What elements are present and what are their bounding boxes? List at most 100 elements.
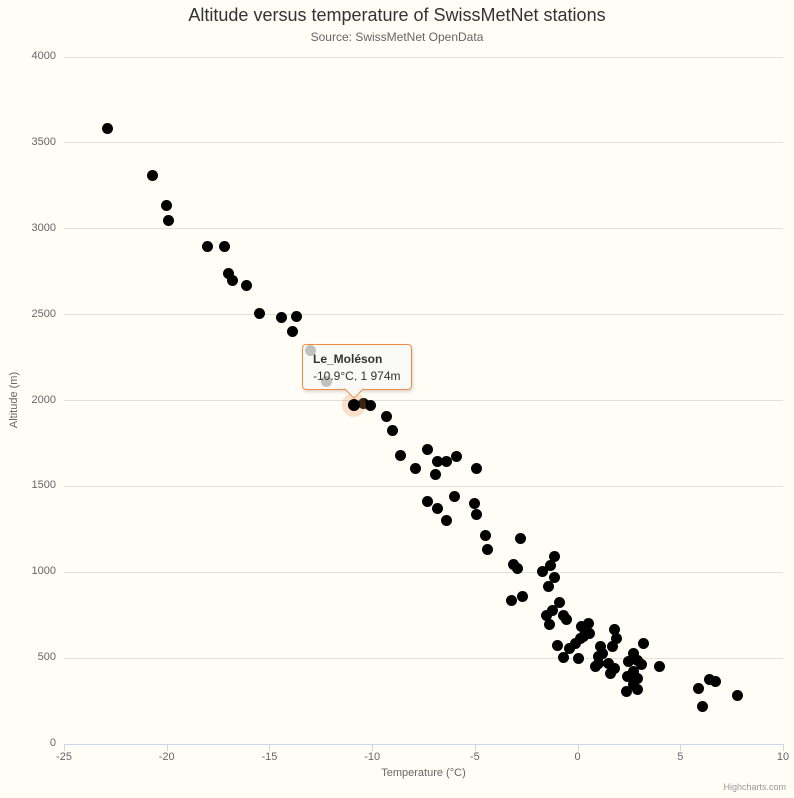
data-point[interactable] (609, 624, 621, 636)
data-point[interactable] (537, 566, 549, 578)
data-point[interactable] (693, 682, 705, 694)
data-point[interactable] (627, 666, 639, 678)
y-axis-label: 1500 (31, 479, 56, 492)
data-point[interactable] (631, 672, 643, 684)
data-point[interactable] (395, 450, 407, 462)
data-point[interactable] (101, 122, 113, 134)
data-point[interactable] (594, 641, 606, 653)
plot-area (64, 56, 783, 744)
data-point[interactable] (450, 451, 462, 463)
data-point[interactable] (440, 456, 452, 468)
data-point[interactable] (549, 571, 561, 583)
data-point[interactable] (589, 661, 601, 673)
data-point[interactable] (146, 170, 158, 182)
data-point[interactable] (604, 667, 616, 679)
y-axis-label: 4000 (31, 50, 56, 62)
data-point[interactable] (516, 591, 528, 603)
data-point[interactable] (202, 240, 214, 252)
data-point[interactable] (286, 326, 298, 338)
data-point[interactable] (276, 312, 288, 324)
data-point[interactable] (592, 651, 604, 663)
data-point[interactable] (218, 241, 230, 253)
data-point[interactable] (631, 684, 643, 696)
data-point[interactable] (654, 661, 666, 673)
y-axis-label: 500 (37, 651, 56, 664)
data-point[interactable] (635, 659, 647, 671)
data-point[interactable] (637, 637, 649, 649)
x-axis-label: -15 (261, 751, 278, 763)
data-point[interactable] (622, 671, 634, 683)
data-point[interactable] (358, 397, 370, 409)
y-axis-label: 2000 (31, 393, 56, 406)
data-point[interactable] (506, 595, 518, 607)
gridline (64, 314, 783, 316)
x-axis-label: -25 (56, 751, 72, 763)
data-point[interactable] (290, 311, 302, 323)
data-point[interactable] (422, 444, 434, 456)
data-point[interactable] (469, 497, 481, 509)
credits-link[interactable]: Highcharts.com (723, 782, 786, 792)
data-point[interactable] (440, 514, 452, 526)
data-point[interactable] (627, 647, 639, 659)
gridline (64, 485, 783, 487)
data-point[interactable] (514, 533, 526, 545)
data-point[interactable] (549, 551, 561, 563)
data-point[interactable] (623, 656, 635, 668)
data-point[interactable] (409, 462, 421, 474)
data-point[interactable] (578, 631, 590, 643)
x-axis-label: 0 (574, 751, 581, 763)
data-point[interactable] (432, 456, 444, 468)
data-point[interactable] (543, 581, 555, 593)
data-point[interactable] (573, 652, 585, 664)
data-point[interactable] (544, 619, 556, 631)
data-point[interactable] (709, 675, 721, 687)
data-point[interactable] (222, 267, 234, 279)
data-point[interactable] (703, 674, 715, 686)
data-point[interactable] (557, 651, 569, 663)
data-point[interactable] (541, 609, 553, 621)
data-point[interactable] (609, 662, 621, 674)
data-point[interactable] (253, 307, 265, 319)
data-point[interactable] (697, 701, 709, 713)
data-point[interactable] (481, 543, 493, 555)
gridline (64, 657, 783, 659)
data-point[interactable] (560, 613, 572, 625)
data-point[interactable] (553, 596, 565, 608)
hovered-data-point[interactable] (347, 398, 360, 411)
data-point[interactable] (364, 400, 376, 412)
data-point[interactable] (471, 508, 483, 520)
data-point[interactable] (563, 642, 575, 654)
data-point[interactable] (430, 468, 442, 480)
data-point[interactable] (381, 411, 393, 423)
data-point[interactable] (226, 275, 238, 287)
data-point[interactable] (163, 215, 175, 227)
data-point[interactable] (611, 632, 623, 644)
x-axis-label: -10 (364, 751, 381, 763)
x-axis-tick (372, 745, 374, 751)
x-axis-tick (269, 745, 271, 751)
x-axis-tick (166, 745, 168, 751)
x-axis-tick (577, 745, 579, 751)
data-point[interactable] (606, 641, 618, 653)
data-point[interactable] (732, 690, 744, 702)
data-point[interactable] (471, 462, 483, 474)
data-point[interactable] (547, 605, 559, 617)
data-point[interactable] (241, 280, 253, 292)
data-point[interactable] (387, 424, 399, 436)
data-point[interactable] (621, 686, 633, 698)
data-point[interactable] (432, 502, 444, 514)
tooltip-value: -10.9°C, 1 974m (313, 369, 401, 383)
data-point[interactable] (584, 627, 596, 639)
data-point[interactable] (422, 496, 434, 508)
data-point[interactable] (551, 639, 563, 651)
data-point[interactable] (602, 657, 614, 669)
data-point[interactable] (448, 491, 460, 503)
data-point[interactable] (479, 529, 491, 541)
data-point[interactable] (512, 563, 524, 575)
data-point[interactable] (161, 200, 173, 212)
data-point[interactable] (583, 617, 595, 629)
data-point[interactable] (545, 559, 557, 571)
data-point[interactable] (570, 637, 582, 649)
data-point[interactable] (576, 621, 588, 633)
